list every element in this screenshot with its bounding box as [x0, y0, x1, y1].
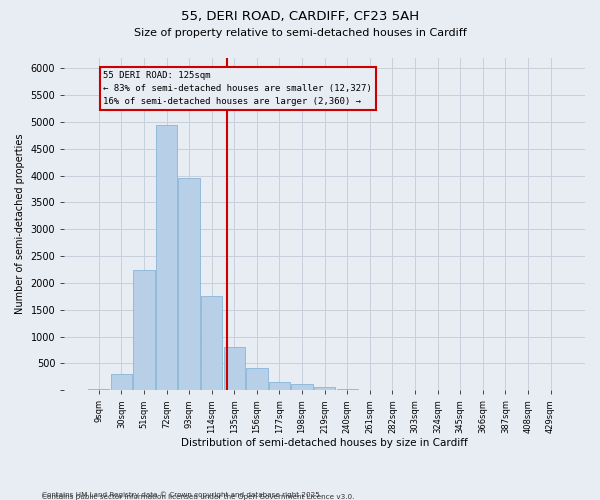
X-axis label: Distribution of semi-detached houses by size in Cardiff: Distribution of semi-detached houses by … — [181, 438, 468, 448]
Bar — [201, 296, 223, 390]
Bar — [110, 374, 132, 390]
Bar — [224, 348, 245, 391]
Bar — [337, 388, 358, 390]
Text: 55 DERI ROAD: 125sqm
← 83% of semi-detached houses are smaller (12,327)
16% of s: 55 DERI ROAD: 125sqm ← 83% of semi-detac… — [103, 71, 372, 106]
Text: Contains public sector information licensed under the Open Government Licence v3: Contains public sector information licen… — [42, 494, 355, 500]
Bar — [178, 178, 200, 390]
Text: Contains HM Land Registry data © Crown copyright and database right 2025.: Contains HM Land Registry data © Crown c… — [42, 491, 322, 498]
Bar — [269, 382, 290, 390]
Bar — [133, 270, 155, 390]
Y-axis label: Number of semi-detached properties: Number of semi-detached properties — [15, 134, 25, 314]
Bar — [88, 388, 109, 390]
Bar — [156, 124, 177, 390]
Text: Size of property relative to semi-detached houses in Cardiff: Size of property relative to semi-detach… — [134, 28, 466, 38]
Bar — [292, 384, 313, 390]
Text: 55, DERI ROAD, CARDIFF, CF23 5AH: 55, DERI ROAD, CARDIFF, CF23 5AH — [181, 10, 419, 23]
Bar — [246, 368, 268, 390]
Bar — [314, 387, 335, 390]
